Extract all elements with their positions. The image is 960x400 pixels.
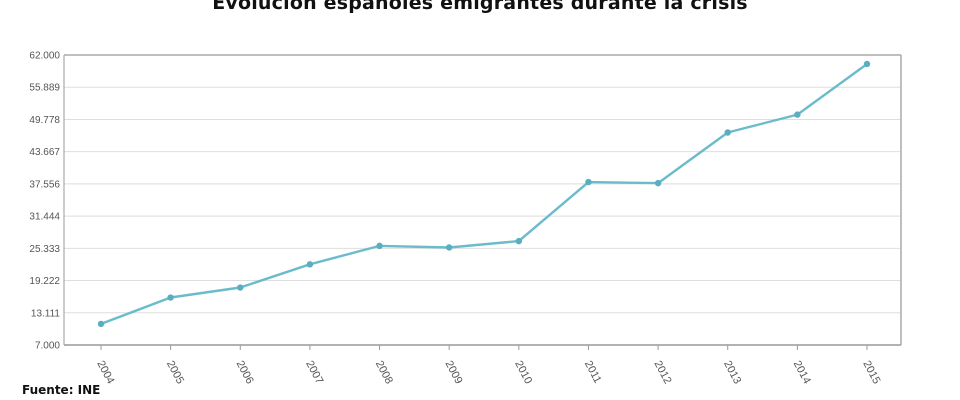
data-point bbox=[445, 244, 453, 251]
y-tick-label: 62.000 bbox=[29, 51, 60, 62]
x-tick-label: 2009 bbox=[443, 359, 465, 386]
grid-lines bbox=[64, 54, 901, 314]
y-tick-label: 7.000 bbox=[35, 341, 60, 352]
axes bbox=[63, 54, 902, 346]
x-tick-label: 2010 bbox=[512, 359, 534, 386]
data-point bbox=[654, 179, 662, 187]
y-tick-label: 25.333 bbox=[29, 244, 60, 255]
data-point bbox=[306, 261, 314, 268]
data-point bbox=[376, 242, 383, 250]
chart-title: Evolución españoles emigrantes durante l… bbox=[212, 0, 748, 14]
y-tick-label: 55.889 bbox=[29, 83, 60, 94]
data-point bbox=[863, 60, 871, 68]
source-note: Fuente: INE bbox=[22, 383, 101, 397]
x-tick-label: 2007 bbox=[303, 359, 325, 386]
y-tick-label: 19.222 bbox=[29, 276, 60, 287]
data-point bbox=[515, 237, 523, 245]
x-tick-label: 2008 bbox=[373, 359, 395, 386]
data-point bbox=[237, 284, 244, 291]
y-tick-label: 49.778 bbox=[29, 115, 60, 126]
data-point bbox=[724, 129, 731, 136]
x-tick-label: 2006 bbox=[234, 359, 256, 386]
x-tick-label: 2015 bbox=[860, 359, 882, 386]
x-tick-label: 2013 bbox=[721, 359, 743, 386]
y-tick-label: 13.111 bbox=[31, 308, 61, 319]
series-line bbox=[99, 62, 869, 326]
data-point bbox=[97, 320, 105, 328]
y-tick-label: 43.667 bbox=[29, 147, 60, 158]
x-tick-label: 2012 bbox=[651, 359, 673, 386]
x-tick-label: 2005 bbox=[164, 359, 186, 386]
series bbox=[97, 60, 871, 328]
x-tick-label: 2011 bbox=[582, 359, 604, 386]
x-tick-label: 2004 bbox=[94, 359, 116, 386]
y-tick-label: 37.556 bbox=[29, 179, 60, 190]
y-axis-ticks: 7.000 13.111 19.222 25.333 31.444 37.556 43.66… bbox=[29, 51, 60, 352]
data-point bbox=[794, 111, 801, 118]
x-tick-label: 2014 bbox=[791, 359, 813, 386]
data-point bbox=[585, 178, 592, 186]
x-axis-ticks: 2004 2005 2006 2007 2008 2009 2010 2011 2012 2013… bbox=[94, 345, 882, 386]
data-point bbox=[167, 294, 174, 301]
y-tick-label: 31.444 bbox=[29, 212, 60, 223]
